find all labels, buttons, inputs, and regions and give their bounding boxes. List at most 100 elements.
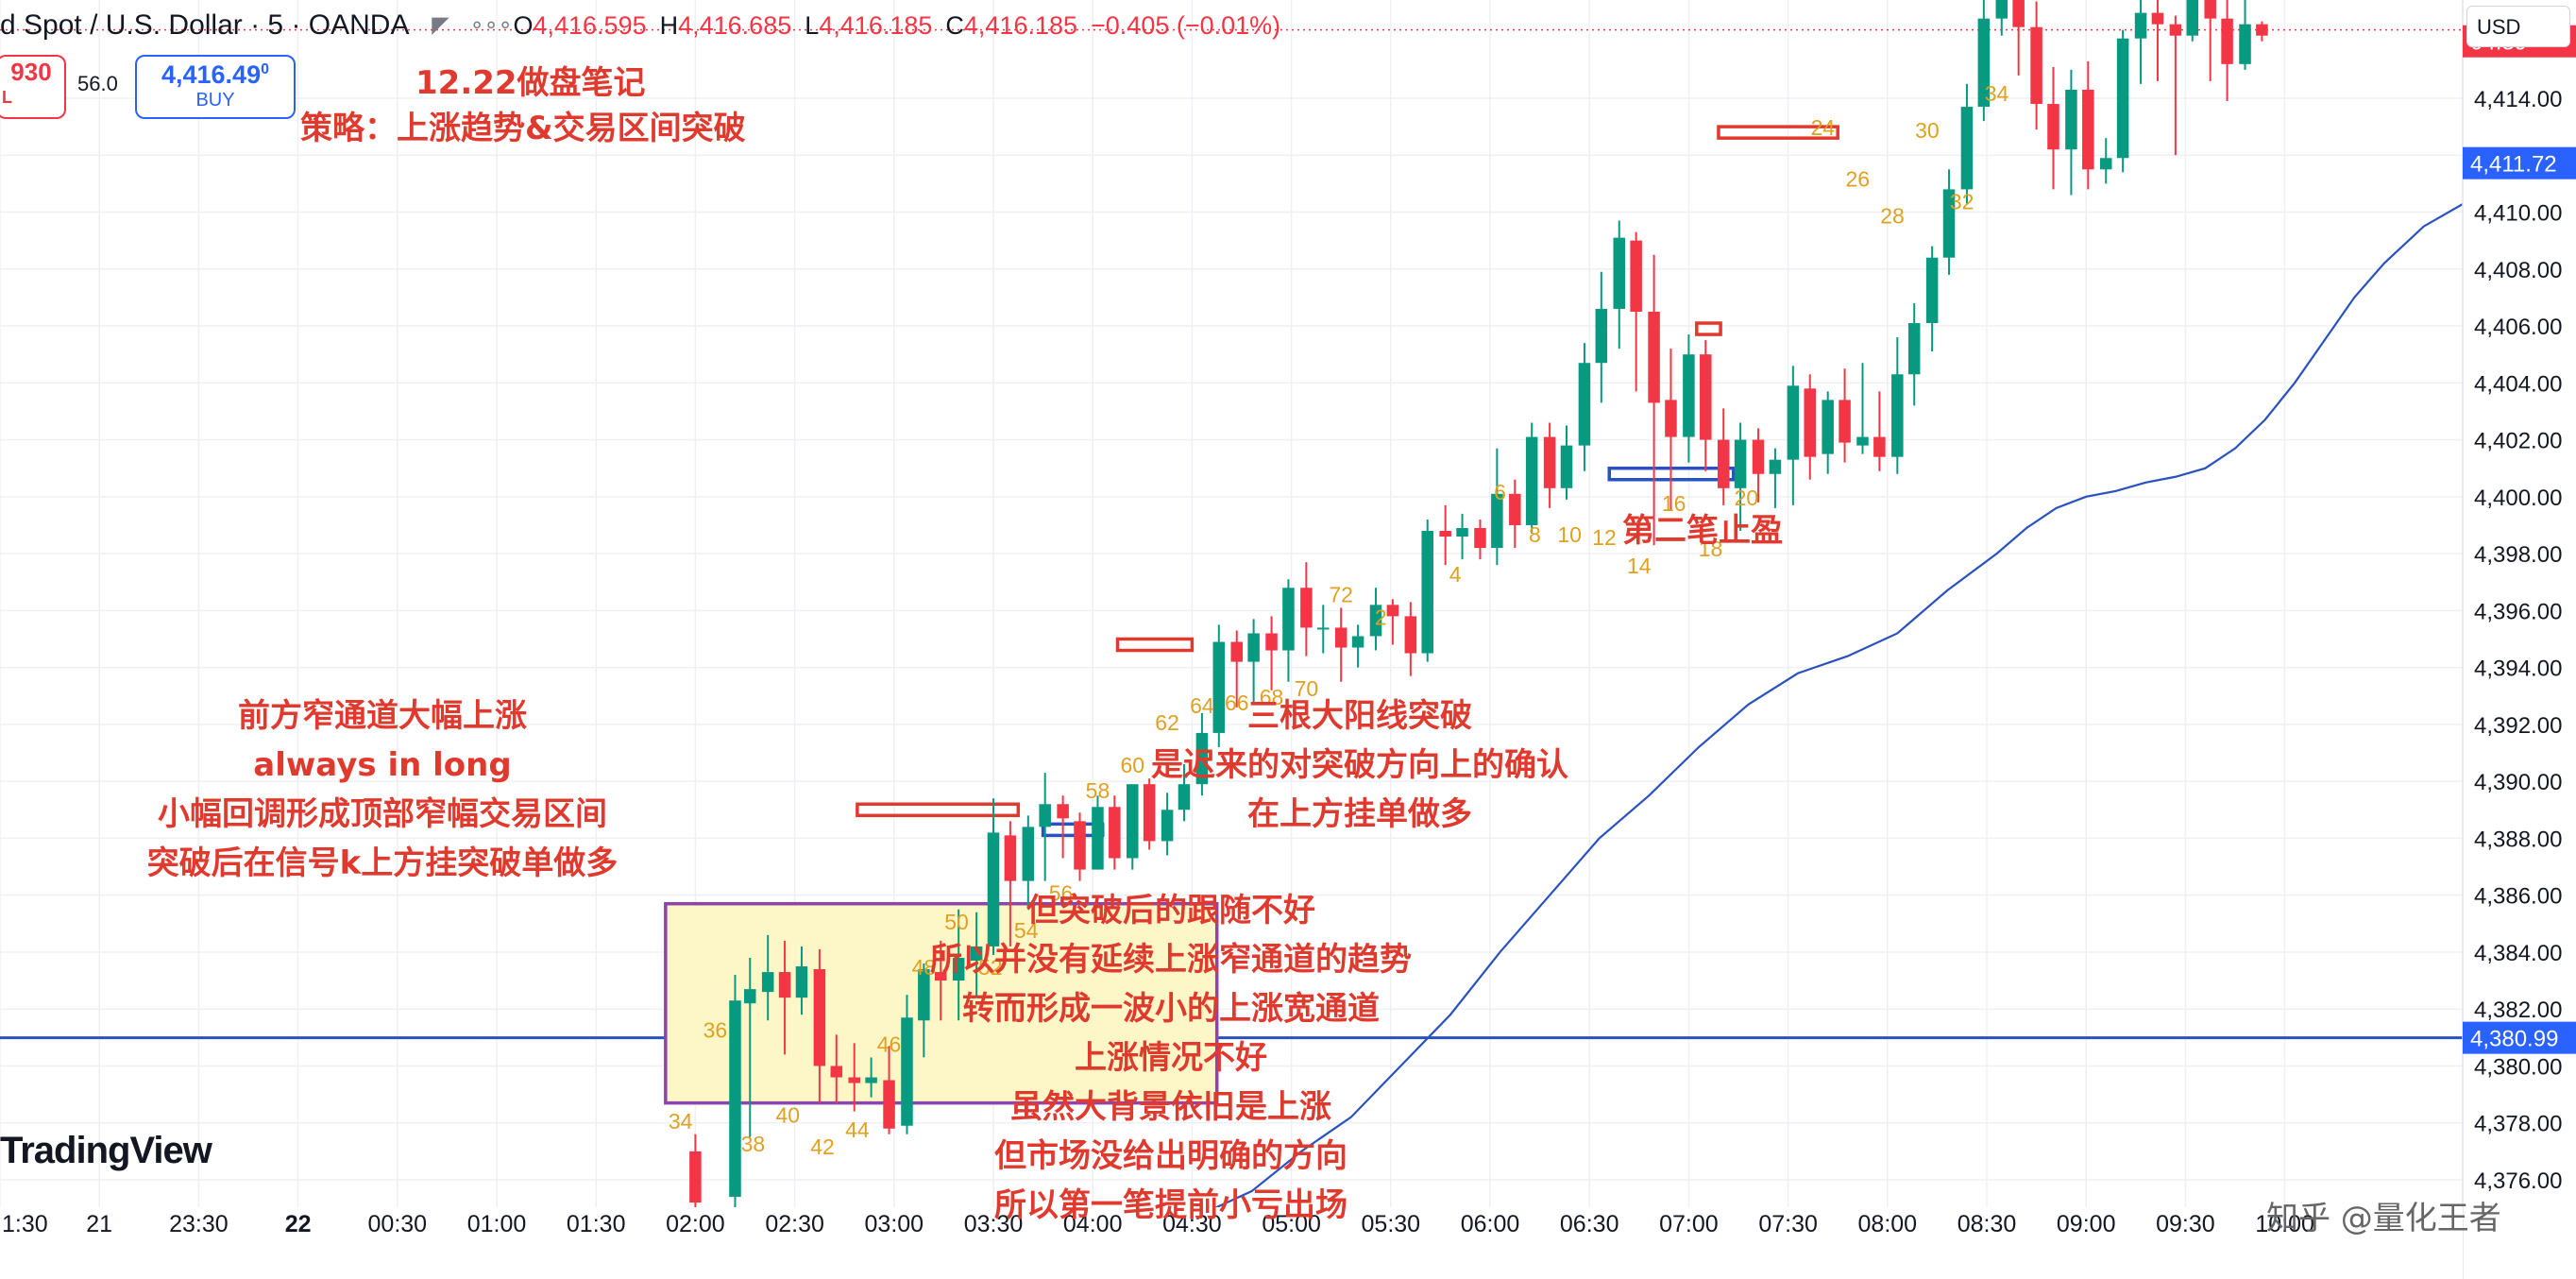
order-marker-box	[1717, 125, 1839, 140]
note-left-block: 前方窄通道大幅上涨 always in long 小幅回调形成顶部窄幅交易区间 …	[146, 697, 619, 882]
candle-up	[1595, 308, 1608, 364]
price-tick-label: 4,380.00	[2474, 1054, 2562, 1080]
chart-grid	[0, 0, 2463, 1207]
sell-label: L	[2, 88, 12, 107]
candle-up	[2134, 12, 2147, 39]
candle-down	[1839, 400, 1851, 443]
candle-up	[1977, 18, 1991, 108]
candle-down	[934, 972, 947, 981]
bar-count-label: 42	[810, 1134, 835, 1159]
candle-down	[1074, 821, 1086, 870]
candle-down	[1509, 493, 1521, 525]
bar-count-label: 6	[1494, 480, 1506, 504]
ma-price-label-bg	[2463, 146, 2576, 179]
currency-selector[interactable]: USD	[2466, 6, 2570, 47]
time-tick-label: 01:00	[467, 1211, 527, 1237]
order-marker-box	[1115, 637, 1195, 653]
more-options-icon[interactable]: ∘∘∘	[469, 12, 513, 38]
candle-down	[1474, 527, 1486, 549]
candle-up	[1247, 633, 1260, 662]
candle-up	[1127, 784, 1139, 859]
buy-price: 4,416.49	[161, 60, 262, 89]
candle-down	[1543, 436, 1556, 488]
time-tick-label: 05:00	[1262, 1211, 1321, 1237]
candle-up	[1891, 374, 1904, 457]
price-tick-label: 4,406.00	[2474, 315, 2562, 340]
candle-down	[1665, 400, 1677, 437]
sell-button[interactable]: 930 L	[0, 55, 66, 119]
candle-up	[2186, 0, 2199, 36]
price-tick-label: 4,410.00	[2474, 201, 2562, 227]
note-bottom-block: 但突破后的跟随不好 所以并没有延续上涨窄通道的趋势 转而形成一波小的上涨宽通道 …	[930, 892, 1412, 1224]
note-title: 12.22做盘笔记	[415, 64, 646, 102]
candle-down	[1752, 439, 1765, 474]
bar-count-label: 62	[1155, 710, 1179, 735]
note-middle-block: 三根大阳线突破 是迟来的对突破方向上的确认 在上方挂单做多	[1151, 697, 1568, 833]
time-tick-label: 22	[285, 1211, 312, 1237]
symbol-settings-icon[interactable]: ◤	[432, 12, 449, 38]
bar-count-label: 40	[775, 1103, 800, 1128]
bar-count-label: 64	[1190, 693, 1214, 718]
candle-up	[761, 972, 774, 993]
candle-up	[1613, 237, 1626, 309]
symbol-title[interactable]: d Spot / U.S. Dollar · 5 · OANDA	[0, 9, 410, 41]
price-tick-label: 4,400.00	[2474, 486, 2562, 511]
candle-down	[2030, 26, 2042, 105]
time-tick-label: 03:30	[964, 1211, 1024, 1237]
bar-count-label: 34	[669, 1109, 693, 1134]
price-tick-label: 4,394.00	[2474, 657, 2562, 682]
candle-down	[813, 969, 826, 1066]
candle-down	[1300, 588, 1313, 628]
candle-up	[1942, 189, 1956, 258]
time-axis-bg	[0, 1207, 2463, 1279]
price-tick-label: 4,384.00	[2474, 941, 2562, 966]
candle-up	[1907, 323, 1921, 375]
bar-count-label: 4	[1449, 562, 1462, 587]
candle-up	[1856, 436, 1869, 446]
bar-count-label: 28	[1880, 204, 1905, 229]
bar-count-label: 26	[1845, 166, 1870, 191]
level-price-label-bg	[2463, 1021, 2576, 1054]
price-tick-label: 4,378.00	[2474, 1112, 2562, 1137]
time-tick-label: 04:00	[1063, 1211, 1123, 1237]
spread-value: 56.0	[77, 72, 118, 95]
bar-count-label: 70	[1295, 676, 1319, 701]
candle-up	[952, 957, 965, 981]
bar-count-label: 34	[1985, 81, 2009, 106]
price-tick-label: 4,392.00	[2474, 713, 2562, 739]
time-tick-label: 00:30	[368, 1211, 428, 1237]
candle-down	[1386, 605, 1399, 617]
bar-count-label: 10	[1557, 522, 1582, 547]
bar-count-label: 60	[1120, 753, 1144, 777]
candle-down	[1057, 804, 1069, 819]
note-second-take-profit: 第二笔止盈	[1622, 512, 1783, 550]
price-axis: 4,376.00 4,378.00 4,380.00 4,382.00 4,384.00…	[2462, 0, 2576, 1279]
buy-button[interactable]: 4,416.490 BUY	[135, 55, 296, 119]
bar-count-label: 58	[1086, 778, 1110, 803]
time-tick-label: 06:00	[1461, 1211, 1520, 1237]
bar-count-label: 44	[845, 1117, 870, 1142]
time-tick-label: 09:30	[2156, 1211, 2215, 1237]
bar-count-label: 50	[944, 910, 969, 934]
candle-up	[1525, 436, 1538, 525]
candle-down	[848, 1077, 860, 1083]
price-tick-label: 4,398.00	[2474, 542, 2562, 568]
candle-down	[1873, 436, 1886, 457]
candle-up	[2065, 89, 2077, 150]
bar-count-label: 38	[741, 1132, 766, 1156]
candle-down	[2256, 24, 2268, 36]
time-tick-label: 10:00	[2255, 1211, 2314, 1237]
note-strategy: 策略：上涨趋势&交易区间突破	[300, 110, 746, 147]
candle-down	[2082, 89, 2094, 170]
candle-down	[2151, 12, 2164, 25]
order-marker-box	[856, 802, 1021, 818]
time-tick-label: 01:30	[567, 1211, 626, 1237]
candle-down	[1334, 627, 1347, 648]
candle-up	[1421, 531, 1433, 654]
bar-count-label: 14	[1627, 554, 1652, 578]
candle-up	[1822, 400, 1834, 454]
bar-count-label: 46	[877, 1032, 902, 1056]
candle-up	[1351, 636, 1364, 648]
zhihu-watermark: 知乎 @量化王者	[2266, 1200, 2501, 1237]
